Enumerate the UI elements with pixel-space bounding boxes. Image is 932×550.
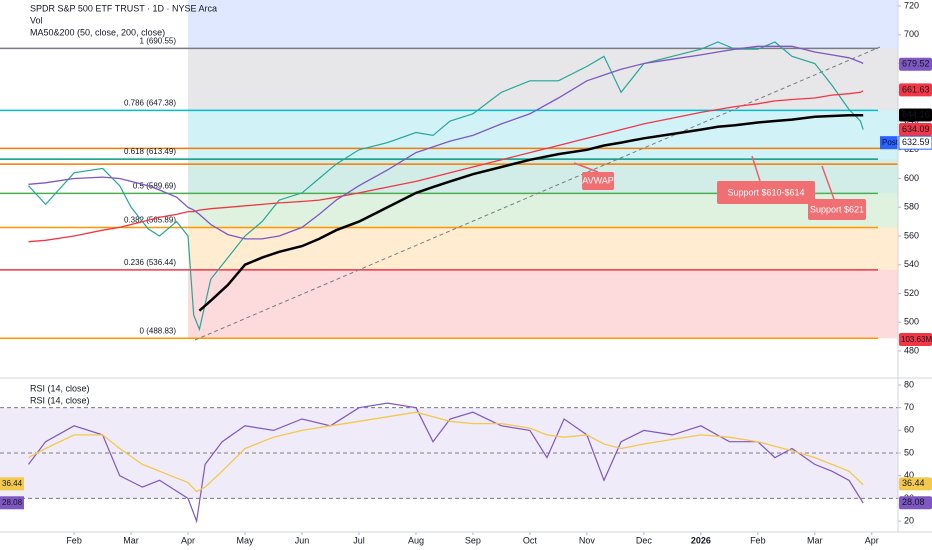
left-badge xyxy=(0,496,24,510)
rsi-title: RSI (14, close) xyxy=(30,383,90,393)
fib-label: 0 (488.83) xyxy=(140,326,177,335)
price-badge xyxy=(899,123,932,137)
x-tick-label: Dec xyxy=(636,535,653,545)
fib-zone xyxy=(188,269,899,339)
y-tick-label: 20 xyxy=(904,515,914,525)
annotation-arrow xyxy=(821,165,835,200)
y-tick-label: 70 xyxy=(904,402,914,412)
trend-line xyxy=(194,46,881,341)
post-tag-label: Post xyxy=(882,138,899,147)
y-tick-label: 600 xyxy=(904,173,919,183)
price-badge xyxy=(899,108,932,122)
backgrounds xyxy=(0,0,899,499)
x-tick-label: May xyxy=(237,535,255,545)
annotation: Support $621 xyxy=(810,204,864,214)
y-tick-label: 540 xyxy=(904,259,919,269)
annotation-arrow xyxy=(751,155,761,182)
volume-title: Vol xyxy=(30,15,43,25)
series-line xyxy=(28,45,864,240)
left-badge-label: 36.44 xyxy=(2,479,23,488)
indicator-title: MA50&200 (50, close, 200, close) xyxy=(30,27,165,37)
symbol-title: SPDR S&P 500 ETF TRUST · 1D · NYSE Arca xyxy=(30,3,217,13)
y-tick-label: 480 xyxy=(904,345,919,355)
series-line xyxy=(198,114,864,312)
x-tick-label: Feb xyxy=(66,535,82,545)
price-badge-label: 644.16 xyxy=(902,109,930,119)
price-badge-label: 28.08 xyxy=(902,497,925,507)
fib-top-zone xyxy=(188,0,899,49)
x-tick-label: Mar xyxy=(123,535,139,545)
annotation-box xyxy=(717,181,815,204)
annotation: Support $610-$614 xyxy=(727,187,804,197)
price-badge xyxy=(899,57,932,71)
x-tick-label: Jul xyxy=(353,535,365,545)
fib-zone xyxy=(188,110,899,160)
y-tick-label: 520 xyxy=(904,288,919,298)
price-badge-label: 679.52 xyxy=(902,59,930,69)
series-line xyxy=(28,90,864,243)
x-tick-label: Oct xyxy=(523,535,538,545)
fib-label: 0.236 (536.44) xyxy=(124,258,176,267)
price-badge-label: 632.59 xyxy=(902,137,930,147)
x-tick-label: Apr xyxy=(865,535,879,545)
price-badge-label: 36.44 xyxy=(902,478,925,488)
fib-label: 0.618 (613.49) xyxy=(124,147,176,156)
price-badge xyxy=(898,135,932,150)
fib-zone xyxy=(188,48,899,111)
x-tick-label: 2026 xyxy=(691,535,711,545)
annotation-arrow xyxy=(573,162,599,173)
annotation-box xyxy=(808,199,866,220)
fib-label: 1 (690.55) xyxy=(140,36,177,45)
fib-label: 0.786 (647.38) xyxy=(124,99,176,108)
left-badge-label: 28.08 xyxy=(2,498,23,507)
y-tick-label: 720 xyxy=(904,0,919,10)
x-tick-label: Aug xyxy=(408,535,424,545)
price-badge-label: 661.63 xyxy=(902,84,930,94)
fib-label: 0.5 (589.69) xyxy=(133,181,176,190)
x-tick-label: Jun xyxy=(295,535,310,545)
left-badge xyxy=(0,477,24,491)
y-tick-label: 700 xyxy=(904,29,919,39)
annotation-box xyxy=(582,172,614,190)
volume-badge-label: 103.63M xyxy=(901,335,932,344)
rsi-subtitle: RSI (14, close) xyxy=(30,395,90,405)
x-tick-label: Nov xyxy=(579,535,596,545)
post-tag xyxy=(880,136,899,150)
y-tick-label: 50 xyxy=(904,447,914,457)
y-tick-label: 560 xyxy=(904,230,919,240)
series-line xyxy=(28,411,864,493)
x-tick-label: Sep xyxy=(465,535,481,545)
price-badge xyxy=(899,496,932,510)
y-tick-label: 40 xyxy=(904,470,914,480)
x-tick-label: Mar xyxy=(807,535,823,545)
x-tick-label: Apr xyxy=(181,535,195,545)
price-badge-label: 634.09 xyxy=(902,124,930,134)
annotation: AVWAP xyxy=(582,175,614,185)
x-tick-label: Feb xyxy=(750,535,766,545)
price-badge xyxy=(899,83,932,97)
y-tick-label: 580 xyxy=(904,202,919,212)
y-tick-label: 500 xyxy=(904,317,919,327)
volume-badge xyxy=(899,333,932,346)
series-line xyxy=(28,402,864,524)
y-tick-label: 80 xyxy=(904,379,914,389)
y-tick-label: 60 xyxy=(904,425,914,435)
fib-zone xyxy=(188,227,899,270)
series-line xyxy=(28,41,864,332)
price-badge xyxy=(899,477,932,491)
